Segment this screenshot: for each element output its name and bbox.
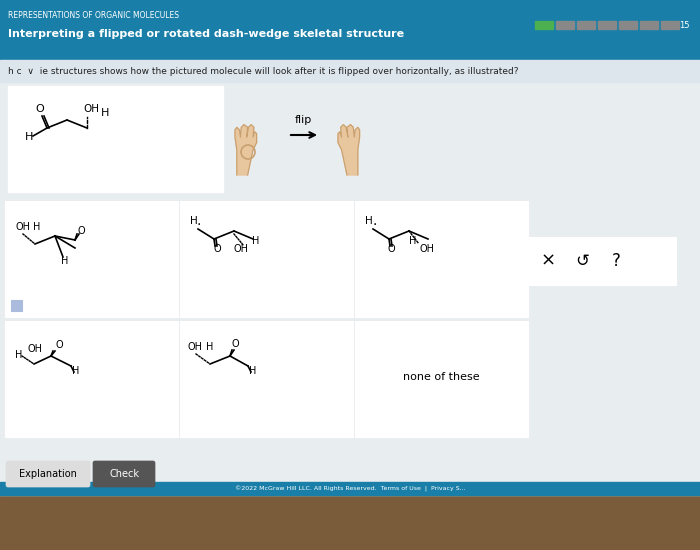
Bar xyxy=(0,60,700,82)
Bar xyxy=(186,420,197,431)
Text: H: H xyxy=(190,216,197,226)
Text: .: . xyxy=(372,214,377,228)
Text: ?: ? xyxy=(612,252,620,270)
Bar xyxy=(528,237,676,285)
Text: Check: Check xyxy=(109,469,139,479)
Bar xyxy=(556,21,574,29)
Text: H: H xyxy=(15,350,22,360)
Text: h c  ∨  ie structures shows how the pictured molecule will look after it is flip: h c ∨ ie structures shows how the pictur… xyxy=(8,67,519,75)
Text: OH: OH xyxy=(15,222,30,232)
Text: O: O xyxy=(55,340,62,350)
Bar xyxy=(619,21,637,29)
Text: H: H xyxy=(25,132,34,142)
Bar xyxy=(0,490,700,550)
Text: O: O xyxy=(388,244,395,254)
Bar xyxy=(8,86,223,192)
Text: OH: OH xyxy=(188,342,203,352)
Text: Explanation: Explanation xyxy=(19,469,77,479)
Text: none of these: none of these xyxy=(402,372,480,382)
Bar xyxy=(598,21,616,29)
Text: flip: flip xyxy=(295,115,312,125)
Bar xyxy=(11,300,22,311)
Bar xyxy=(535,21,553,29)
Text: H: H xyxy=(101,108,109,118)
Bar xyxy=(0,0,700,60)
Bar xyxy=(5,321,178,437)
Text: OH: OH xyxy=(233,244,248,254)
Text: ↺: ↺ xyxy=(575,252,589,270)
Bar xyxy=(180,201,353,317)
FancyBboxPatch shape xyxy=(93,461,155,487)
Text: H: H xyxy=(249,366,256,376)
Bar xyxy=(355,321,528,437)
Bar xyxy=(355,201,528,317)
Bar xyxy=(361,300,372,311)
Text: H: H xyxy=(252,236,260,246)
Text: O: O xyxy=(77,226,85,236)
Text: O: O xyxy=(36,104,44,114)
FancyBboxPatch shape xyxy=(6,461,90,487)
Text: ×: × xyxy=(540,252,556,270)
Text: OH: OH xyxy=(27,344,42,354)
Text: O: O xyxy=(232,339,239,349)
Bar xyxy=(640,21,658,29)
Bar xyxy=(186,300,197,311)
Text: H: H xyxy=(33,222,41,232)
Text: H: H xyxy=(61,256,69,266)
Bar xyxy=(11,420,22,431)
Text: OH: OH xyxy=(419,244,434,254)
Text: ©2022 McGraw Hill LLC. All Rights Reserved.  Terms of Use  |  Privacy S...: ©2022 McGraw Hill LLC. All Rights Reserv… xyxy=(234,486,466,492)
Polygon shape xyxy=(235,125,257,175)
Text: H: H xyxy=(409,236,416,246)
Text: 15: 15 xyxy=(680,20,690,30)
Bar xyxy=(180,321,353,437)
Text: H: H xyxy=(206,342,214,352)
Text: REPRESENTATIONS OF ORGANIC MOLECULES: REPRESENTATIONS OF ORGANIC MOLECULES xyxy=(8,10,179,19)
Text: OH: OH xyxy=(83,104,99,114)
Polygon shape xyxy=(338,125,360,175)
Bar xyxy=(0,482,700,495)
Bar xyxy=(5,201,178,317)
Text: Interpreting a flipped or rotated dash-wedge skeletal structure: Interpreting a flipped or rotated dash-w… xyxy=(8,29,404,39)
Text: .: . xyxy=(197,214,202,228)
Bar xyxy=(661,21,679,29)
Text: O: O xyxy=(213,244,220,254)
Bar xyxy=(577,21,595,29)
Text: H: H xyxy=(72,366,79,376)
Text: H: H xyxy=(365,216,372,226)
